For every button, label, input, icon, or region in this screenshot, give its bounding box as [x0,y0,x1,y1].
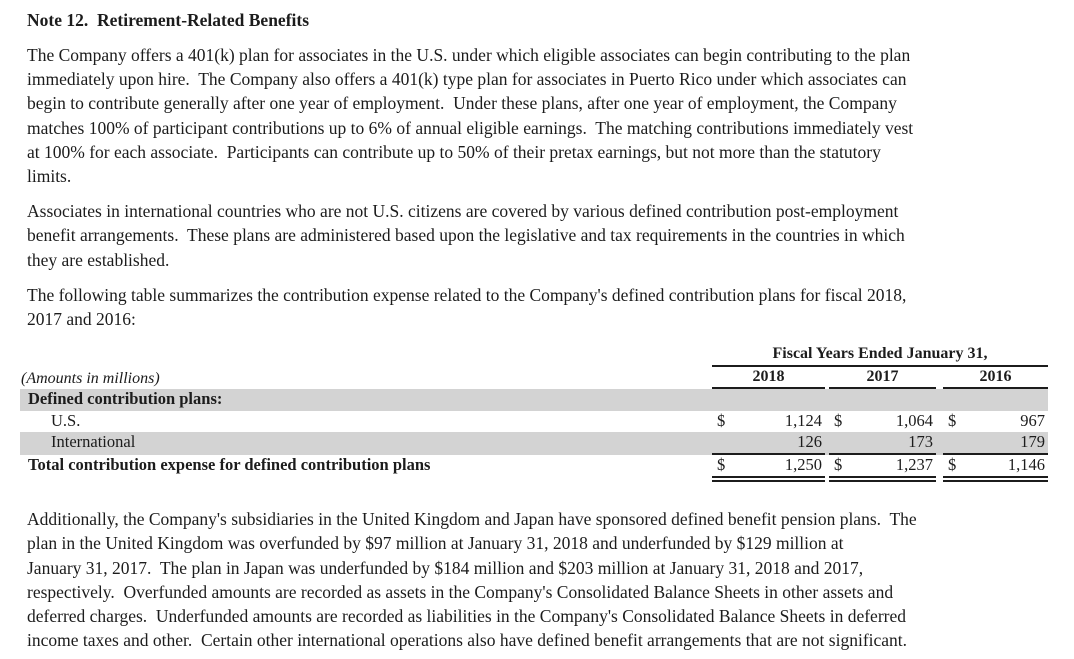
value: 1,146 [1007,455,1045,475]
value: 1,064 [895,411,933,431]
fiscal-years-header: Fiscal Years Ended January 31, [712,344,1048,368]
value: 1,124 [784,411,822,431]
paragraph-table-intro: The following table summarizes the contr… [27,284,907,330]
dollar-sign: $ [717,455,726,475]
paragraph-pension-plans: Additionally, the Company's subsidiaries… [27,509,917,651]
us-value-2017: $ 1,064 [829,411,936,433]
column-gap [936,455,943,482]
table-row-defined-contribution-plans: Defined contribution plans: [20,389,1048,411]
value: 1,250 [784,455,822,475]
column-gap [936,432,943,455]
table-spanner-row: Fiscal Years Ended January 31, [20,344,1048,368]
amounts-in-millions-note: (Amounts in millions) [21,370,160,388]
contribution-expense-table: Fiscal Years Ended January 31, (Amounts … [20,344,1048,483]
us-value-2016: $ 967 [943,411,1048,433]
section-label: Defined contribution plans: [28,389,223,409]
dollar-sign: $ [948,455,957,475]
total-value-2016: $ 1,146 [943,455,1048,483]
column-gap [936,367,943,389]
value: 967 [1020,411,1045,431]
row-label-us: U.S. [51,410,81,430]
dollar-sign: $ [834,411,843,431]
column-header-2018: 2018 [712,367,825,390]
table-years-row: (Amounts in millions) 2018 2017 2016 [20,367,1048,390]
value: 126 [797,432,822,452]
paragraph-401k-plan: The Company offers a 401(k) plan for ass… [27,45,914,187]
dollar-sign: $ [948,411,957,431]
note-title: Note 12. Retirement-Related Benefits [27,10,310,30]
value: 179 [1020,432,1045,452]
value: 173 [908,432,933,452]
international-value-2016: 179 [943,432,1048,456]
row-label-international: International [51,432,136,452]
column-header-2016: 2016 [943,367,1048,390]
paragraph-international-plans: Associates in international countries wh… [27,201,905,270]
us-value-2018: $ 1,124 [712,411,825,433]
total-value-2018: $ 1,250 [712,455,825,483]
international-value-2018: 126 [712,432,825,456]
row-label-total: Total contribution expense for defined c… [28,455,431,475]
column-header-2017: 2017 [829,367,936,390]
table-row-us: U.S. $ 1,124 $ 1,064 $ 967 [20,411,1048,433]
value: 1,237 [895,455,933,475]
dollar-sign: $ [717,411,726,431]
international-value-2017: 173 [829,432,936,456]
total-value-2017: $ 1,237 [829,455,936,483]
spanner-row-empty-cell [20,344,712,367]
table-row-total: Total contribution expense for defined c… [20,455,1048,483]
dollar-sign: $ [834,455,843,475]
table-row-international: International 126 173 179 [20,432,1048,456]
column-gap [936,411,943,433]
